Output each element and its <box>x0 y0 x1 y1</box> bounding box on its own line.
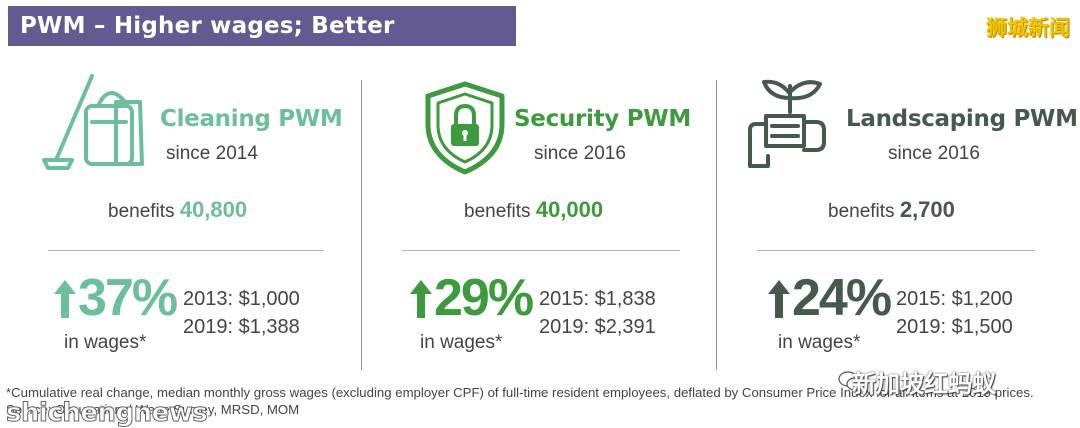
benefits-text: benefits 40,000 <box>464 197 604 222</box>
column-title: Security PWM <box>514 106 691 132</box>
column-since: since 2016 <box>888 143 980 164</box>
cleaning-column: Cleaning PWM since 2014 benefits 40,800 … <box>40 0 380 380</box>
shield-lock-icon <box>425 81 505 175</box>
wechat-icon <box>838 371 864 391</box>
wage-before: 2013: $1,000 <box>183 288 300 310</box>
arrow-up-icon <box>54 280 76 318</box>
benefits-value: 40,000 <box>535 197 604 222</box>
row-divider <box>757 250 1035 251</box>
column-divider <box>361 80 362 370</box>
column-since: since 2014 <box>166 143 258 164</box>
wage-increase-percent: 29% <box>434 269 534 327</box>
watermark-bottom-right: 新加坡红蚂蚁 <box>852 370 996 398</box>
cleaning-icon <box>42 74 144 170</box>
in-wages-label: in wages* <box>778 332 861 353</box>
watermark-bottom-left: shichengnews <box>5 398 208 428</box>
landscaping-column: Landscaping PWM since 2016 benefits 2,70… <box>740 0 1080 380</box>
wage-increase-percent: 37% <box>78 269 178 327</box>
watermark-top: 狮城新闻 <box>986 16 1070 40</box>
column-title: Cleaning PWM <box>160 106 343 132</box>
benefits-text: benefits 2,700 <box>828 197 955 222</box>
row-divider <box>402 250 680 251</box>
arrow-up-icon <box>768 280 790 318</box>
wage-before: 2015: $1,200 <box>896 288 1013 310</box>
wage-after: 2019: $1,500 <box>896 316 1013 338</box>
row-divider <box>48 250 324 251</box>
wage-increase-percent: 24% <box>792 269 892 327</box>
wage-after: 2019: $1,388 <box>183 316 300 338</box>
in-wages-label: in wages* <box>420 332 503 353</box>
benefits-value: 40,800 <box>179 197 248 222</box>
arrow-up-icon <box>410 280 432 318</box>
column-divider <box>716 80 717 370</box>
benefits-value: 2,700 <box>899 197 955 222</box>
wage-before: 2015: $1,838 <box>539 288 656 310</box>
page-title: PWM – Higher wages; Better prospects <box>8 6 516 79</box>
column-since: since 2016 <box>534 143 626 164</box>
benefits-text: benefits 40,800 <box>108 197 248 222</box>
wage-after: 2019: $2,391 <box>539 316 656 338</box>
footnote: *Cumulative real change, median monthly … <box>6 385 1034 417</box>
column-title: Landscaping PWM <box>846 106 1078 132</box>
hand-sprout-icon <box>748 79 826 168</box>
security-column: Security PWM since 2016 benefits 40,000 … <box>396 0 736 380</box>
in-wages-label: in wages* <box>64 332 147 353</box>
